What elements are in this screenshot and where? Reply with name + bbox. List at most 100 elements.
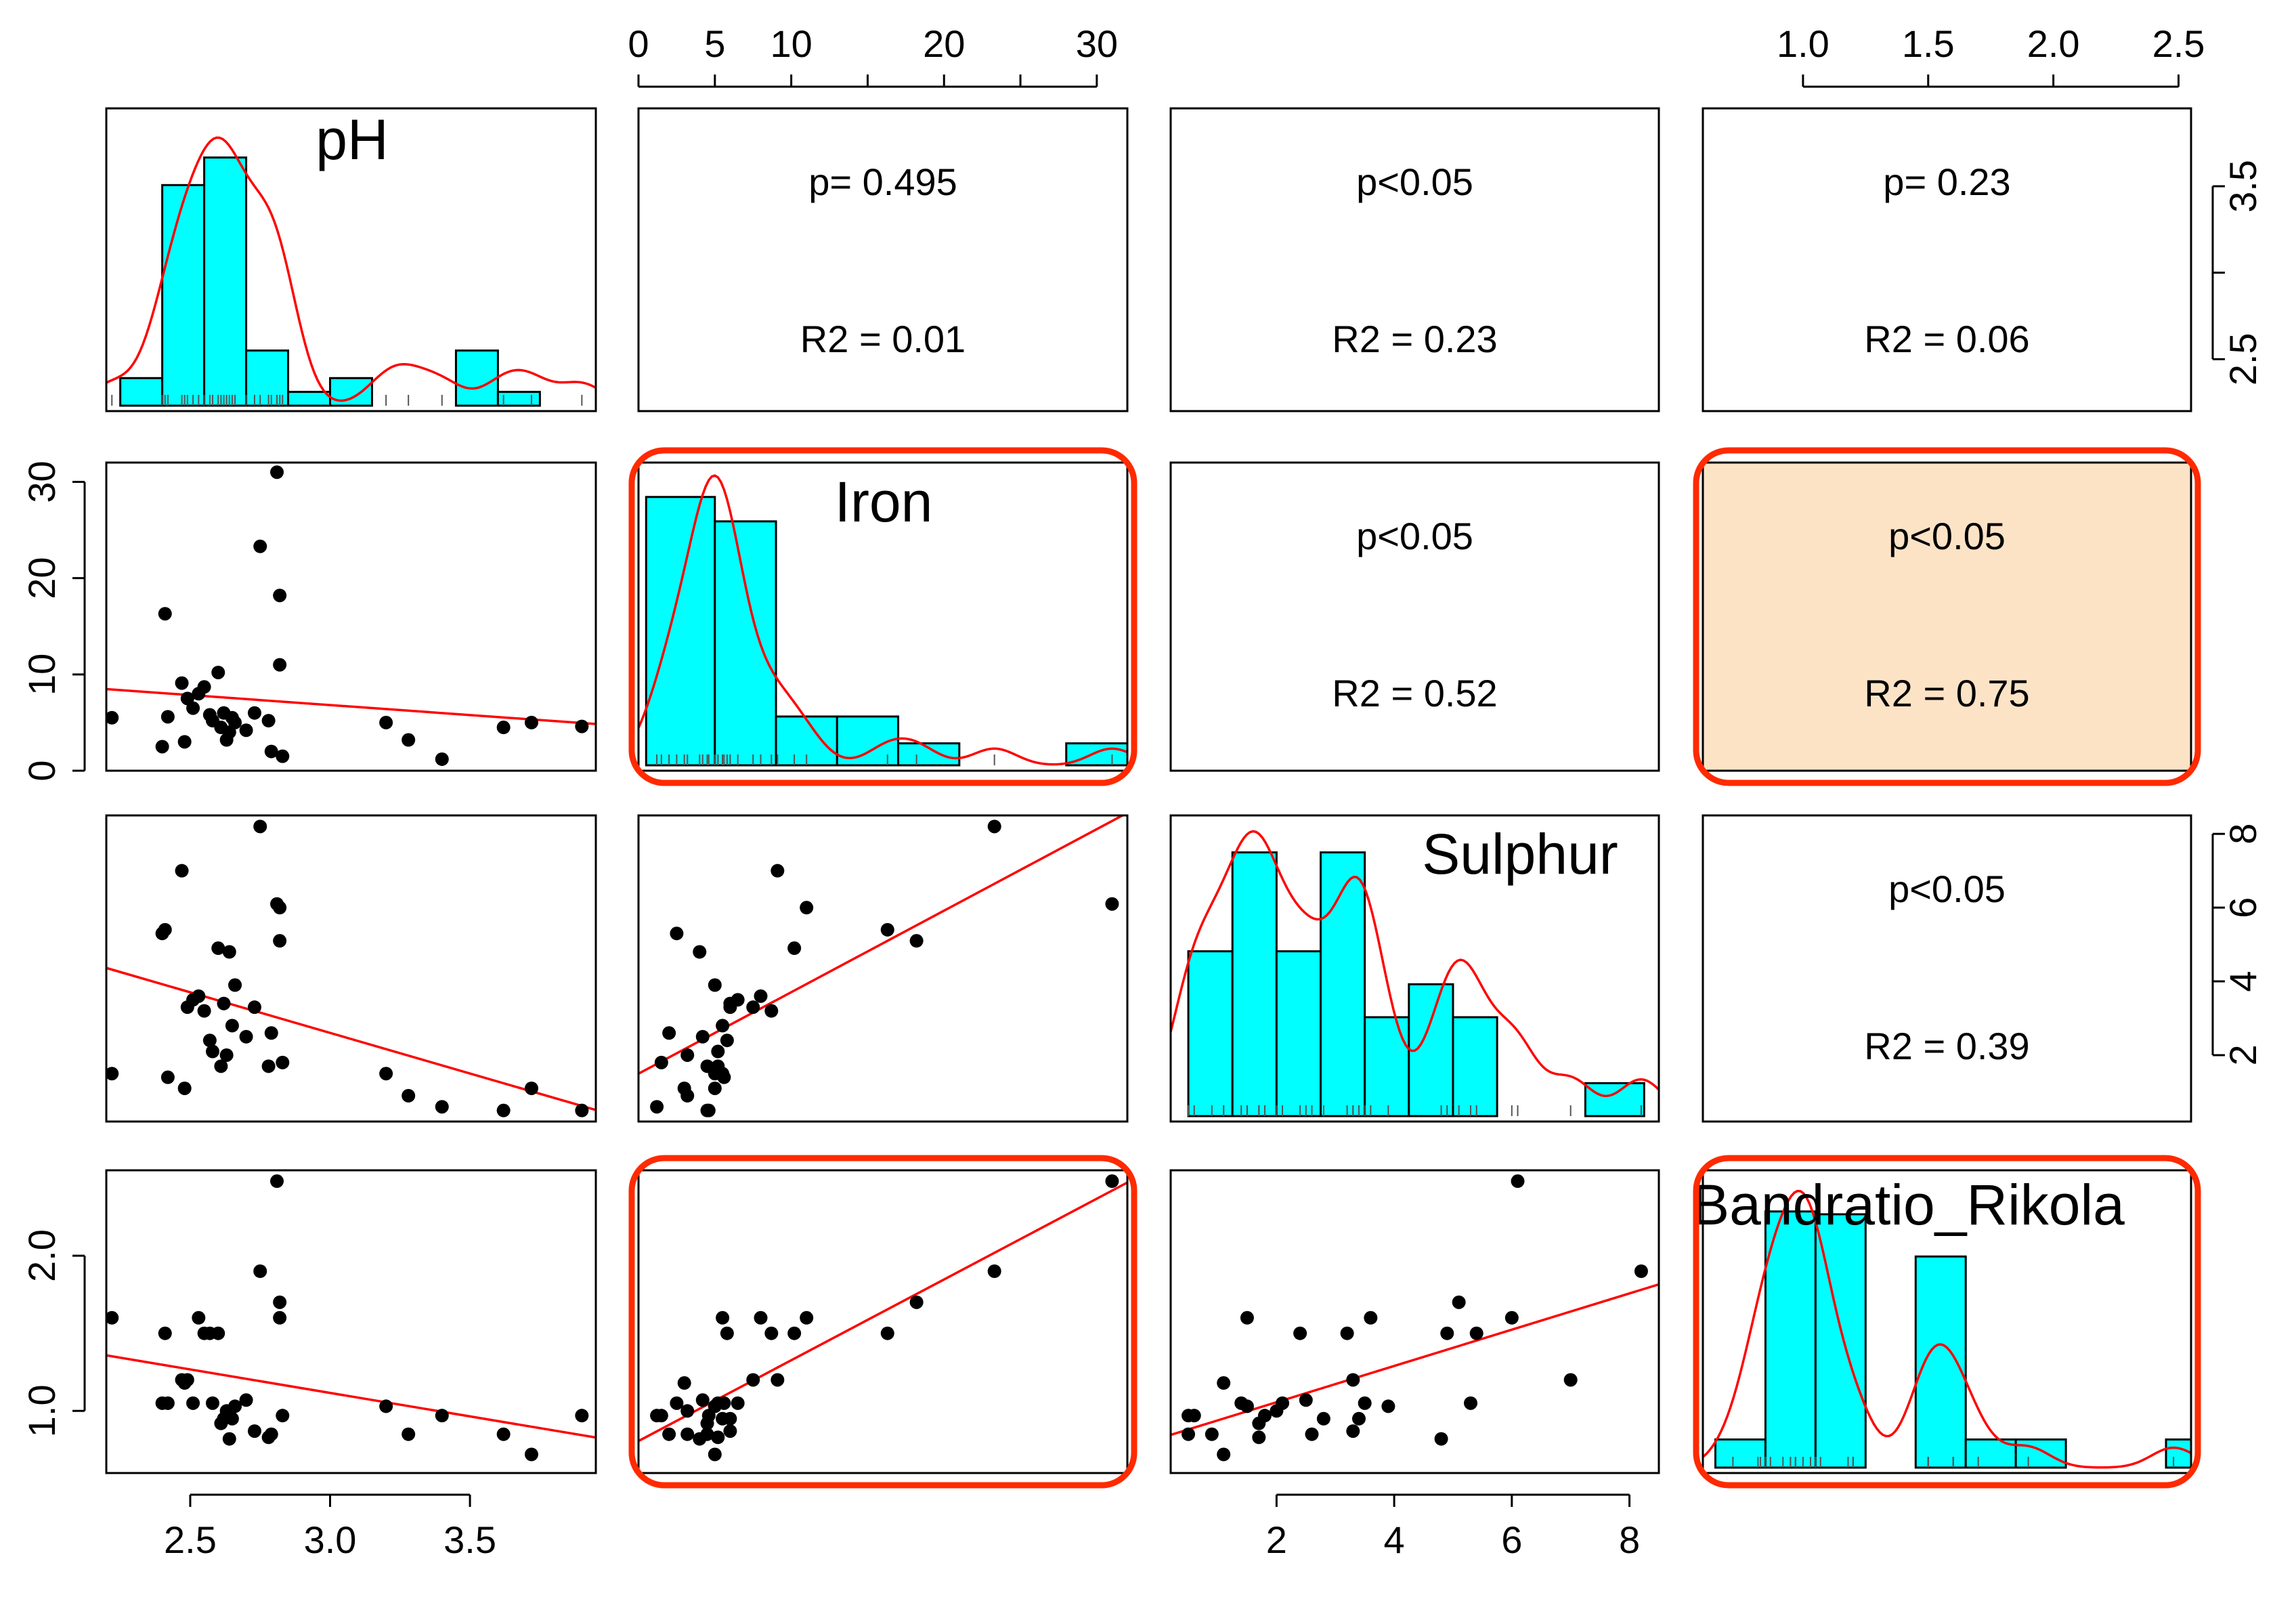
variable-label-iron: Iron bbox=[835, 470, 933, 534]
data-point bbox=[211, 665, 225, 679]
data-point bbox=[273, 589, 287, 603]
data-point bbox=[247, 706, 261, 720]
variable-label-sulphur: Sulphur bbox=[1422, 822, 1618, 886]
y-tick-label: 2.0 bbox=[20, 1229, 63, 1282]
data-point bbox=[175, 864, 189, 878]
histogram-bar bbox=[1231, 851, 1278, 1117]
data-point bbox=[800, 901, 814, 915]
r2-label: R2 = 0.23 bbox=[1332, 318, 1497, 360]
x-tick-label: 2.0 bbox=[2027, 22, 2080, 65]
y-tick-label: 1.0 bbox=[20, 1384, 63, 1437]
data-point bbox=[192, 1310, 206, 1325]
data-point bbox=[211, 941, 225, 956]
data-point bbox=[186, 1396, 200, 1410]
scatter-ph-vs-bandratio_rikola bbox=[106, 1174, 596, 1462]
data-point bbox=[202, 1033, 217, 1048]
data-point bbox=[1351, 1411, 1366, 1426]
data-point bbox=[158, 607, 172, 621]
data-point bbox=[214, 1059, 228, 1073]
highlight-fill bbox=[1703, 463, 2191, 771]
panel-frame bbox=[1169, 461, 1660, 772]
stats-panel: p<0.05 R2 = 0.52 bbox=[1332, 515, 1497, 715]
histogram-bar bbox=[1187, 950, 1234, 1117]
y-tick-label: 6 bbox=[2222, 897, 2264, 918]
x-tick-label: 4 bbox=[1384, 1518, 1405, 1561]
data-point bbox=[273, 934, 287, 948]
data-point bbox=[158, 922, 172, 937]
data-point bbox=[746, 1373, 760, 1387]
regression-line bbox=[638, 815, 1125, 1075]
data-point bbox=[716, 1310, 730, 1325]
data-point bbox=[700, 1427, 714, 1441]
x-tick-label: 10 bbox=[770, 22, 812, 65]
data-point bbox=[711, 1044, 725, 1059]
y-tick-label: 8 bbox=[2222, 824, 2264, 845]
r2-label: R2 = 0.01 bbox=[800, 318, 966, 360]
data-point bbox=[205, 1044, 219, 1059]
data-point bbox=[205, 1396, 219, 1410]
data-point bbox=[228, 1399, 242, 1413]
data-point bbox=[1316, 1411, 1330, 1426]
r2-label: R2 = 0.39 bbox=[1864, 1025, 2029, 1067]
x-tick-label: 8 bbox=[1619, 1518, 1640, 1561]
data-point bbox=[787, 941, 802, 956]
data-point bbox=[402, 1088, 416, 1103]
y-tick-label: 10 bbox=[20, 654, 63, 696]
data-point bbox=[701, 1409, 716, 1423]
data-point bbox=[670, 1396, 684, 1410]
data-point bbox=[909, 934, 924, 948]
data-point bbox=[106, 1067, 119, 1081]
panel-frame bbox=[637, 814, 1129, 1123]
data-point bbox=[880, 922, 894, 937]
histogram-bar bbox=[714, 520, 777, 767]
x-tick-label: 6 bbox=[1501, 1518, 1522, 1561]
data-point bbox=[708, 1447, 722, 1462]
x-tick-label: 30 bbox=[1076, 22, 1118, 65]
y-tick-label: 3.5 bbox=[2222, 160, 2264, 213]
p-value-label: p<0.05 bbox=[1888, 515, 2006, 557]
data-point bbox=[276, 1409, 290, 1423]
regression-line bbox=[106, 966, 596, 1111]
data-point bbox=[800, 1310, 814, 1325]
data-point bbox=[180, 1373, 194, 1387]
data-point bbox=[1364, 1310, 1378, 1325]
data-point bbox=[654, 1055, 668, 1069]
data-point bbox=[239, 723, 253, 738]
p-value-label: p<0.05 bbox=[1888, 868, 2006, 910]
data-point bbox=[160, 710, 175, 724]
data-point bbox=[708, 1081, 722, 1095]
density-curve bbox=[637, 474, 1128, 766]
data-point bbox=[575, 1409, 589, 1423]
stats-panel: p= 0.495 R2 = 0.01 bbox=[800, 161, 966, 360]
x-tick-label: 0 bbox=[628, 22, 649, 65]
data-point bbox=[771, 1373, 785, 1387]
data-point bbox=[435, 1100, 449, 1114]
panel-frame bbox=[105, 814, 597, 1123]
data-point bbox=[1563, 1373, 1578, 1387]
data-point bbox=[677, 1376, 691, 1390]
data-point bbox=[496, 721, 511, 735]
data-point bbox=[160, 1070, 175, 1084]
data-point bbox=[379, 1067, 393, 1081]
r2-label: R2 = 0.75 bbox=[1864, 672, 2029, 715]
x-tick-label: 3.5 bbox=[443, 1518, 496, 1561]
density-curve bbox=[1702, 1189, 2192, 1469]
data-point bbox=[787, 1326, 802, 1340]
panel-frame bbox=[1169, 1169, 1660, 1474]
data-point bbox=[197, 680, 211, 694]
data-point bbox=[192, 989, 206, 1003]
data-point bbox=[670, 926, 684, 941]
data-point bbox=[261, 714, 276, 728]
data-point bbox=[1205, 1427, 1219, 1441]
data-point bbox=[1346, 1373, 1360, 1387]
data-point bbox=[211, 1326, 225, 1340]
data-point bbox=[106, 1310, 119, 1325]
data-point bbox=[228, 715, 242, 729]
x-tick-label: 1.5 bbox=[1902, 22, 1955, 65]
stats-panel: p= 0.23 R2 = 0.06 bbox=[1864, 161, 2029, 360]
data-point bbox=[247, 1424, 261, 1438]
y-tick-label: 20 bbox=[20, 557, 63, 599]
data-point bbox=[1504, 1310, 1519, 1325]
x-tick-label: 2.5 bbox=[2152, 22, 2205, 65]
